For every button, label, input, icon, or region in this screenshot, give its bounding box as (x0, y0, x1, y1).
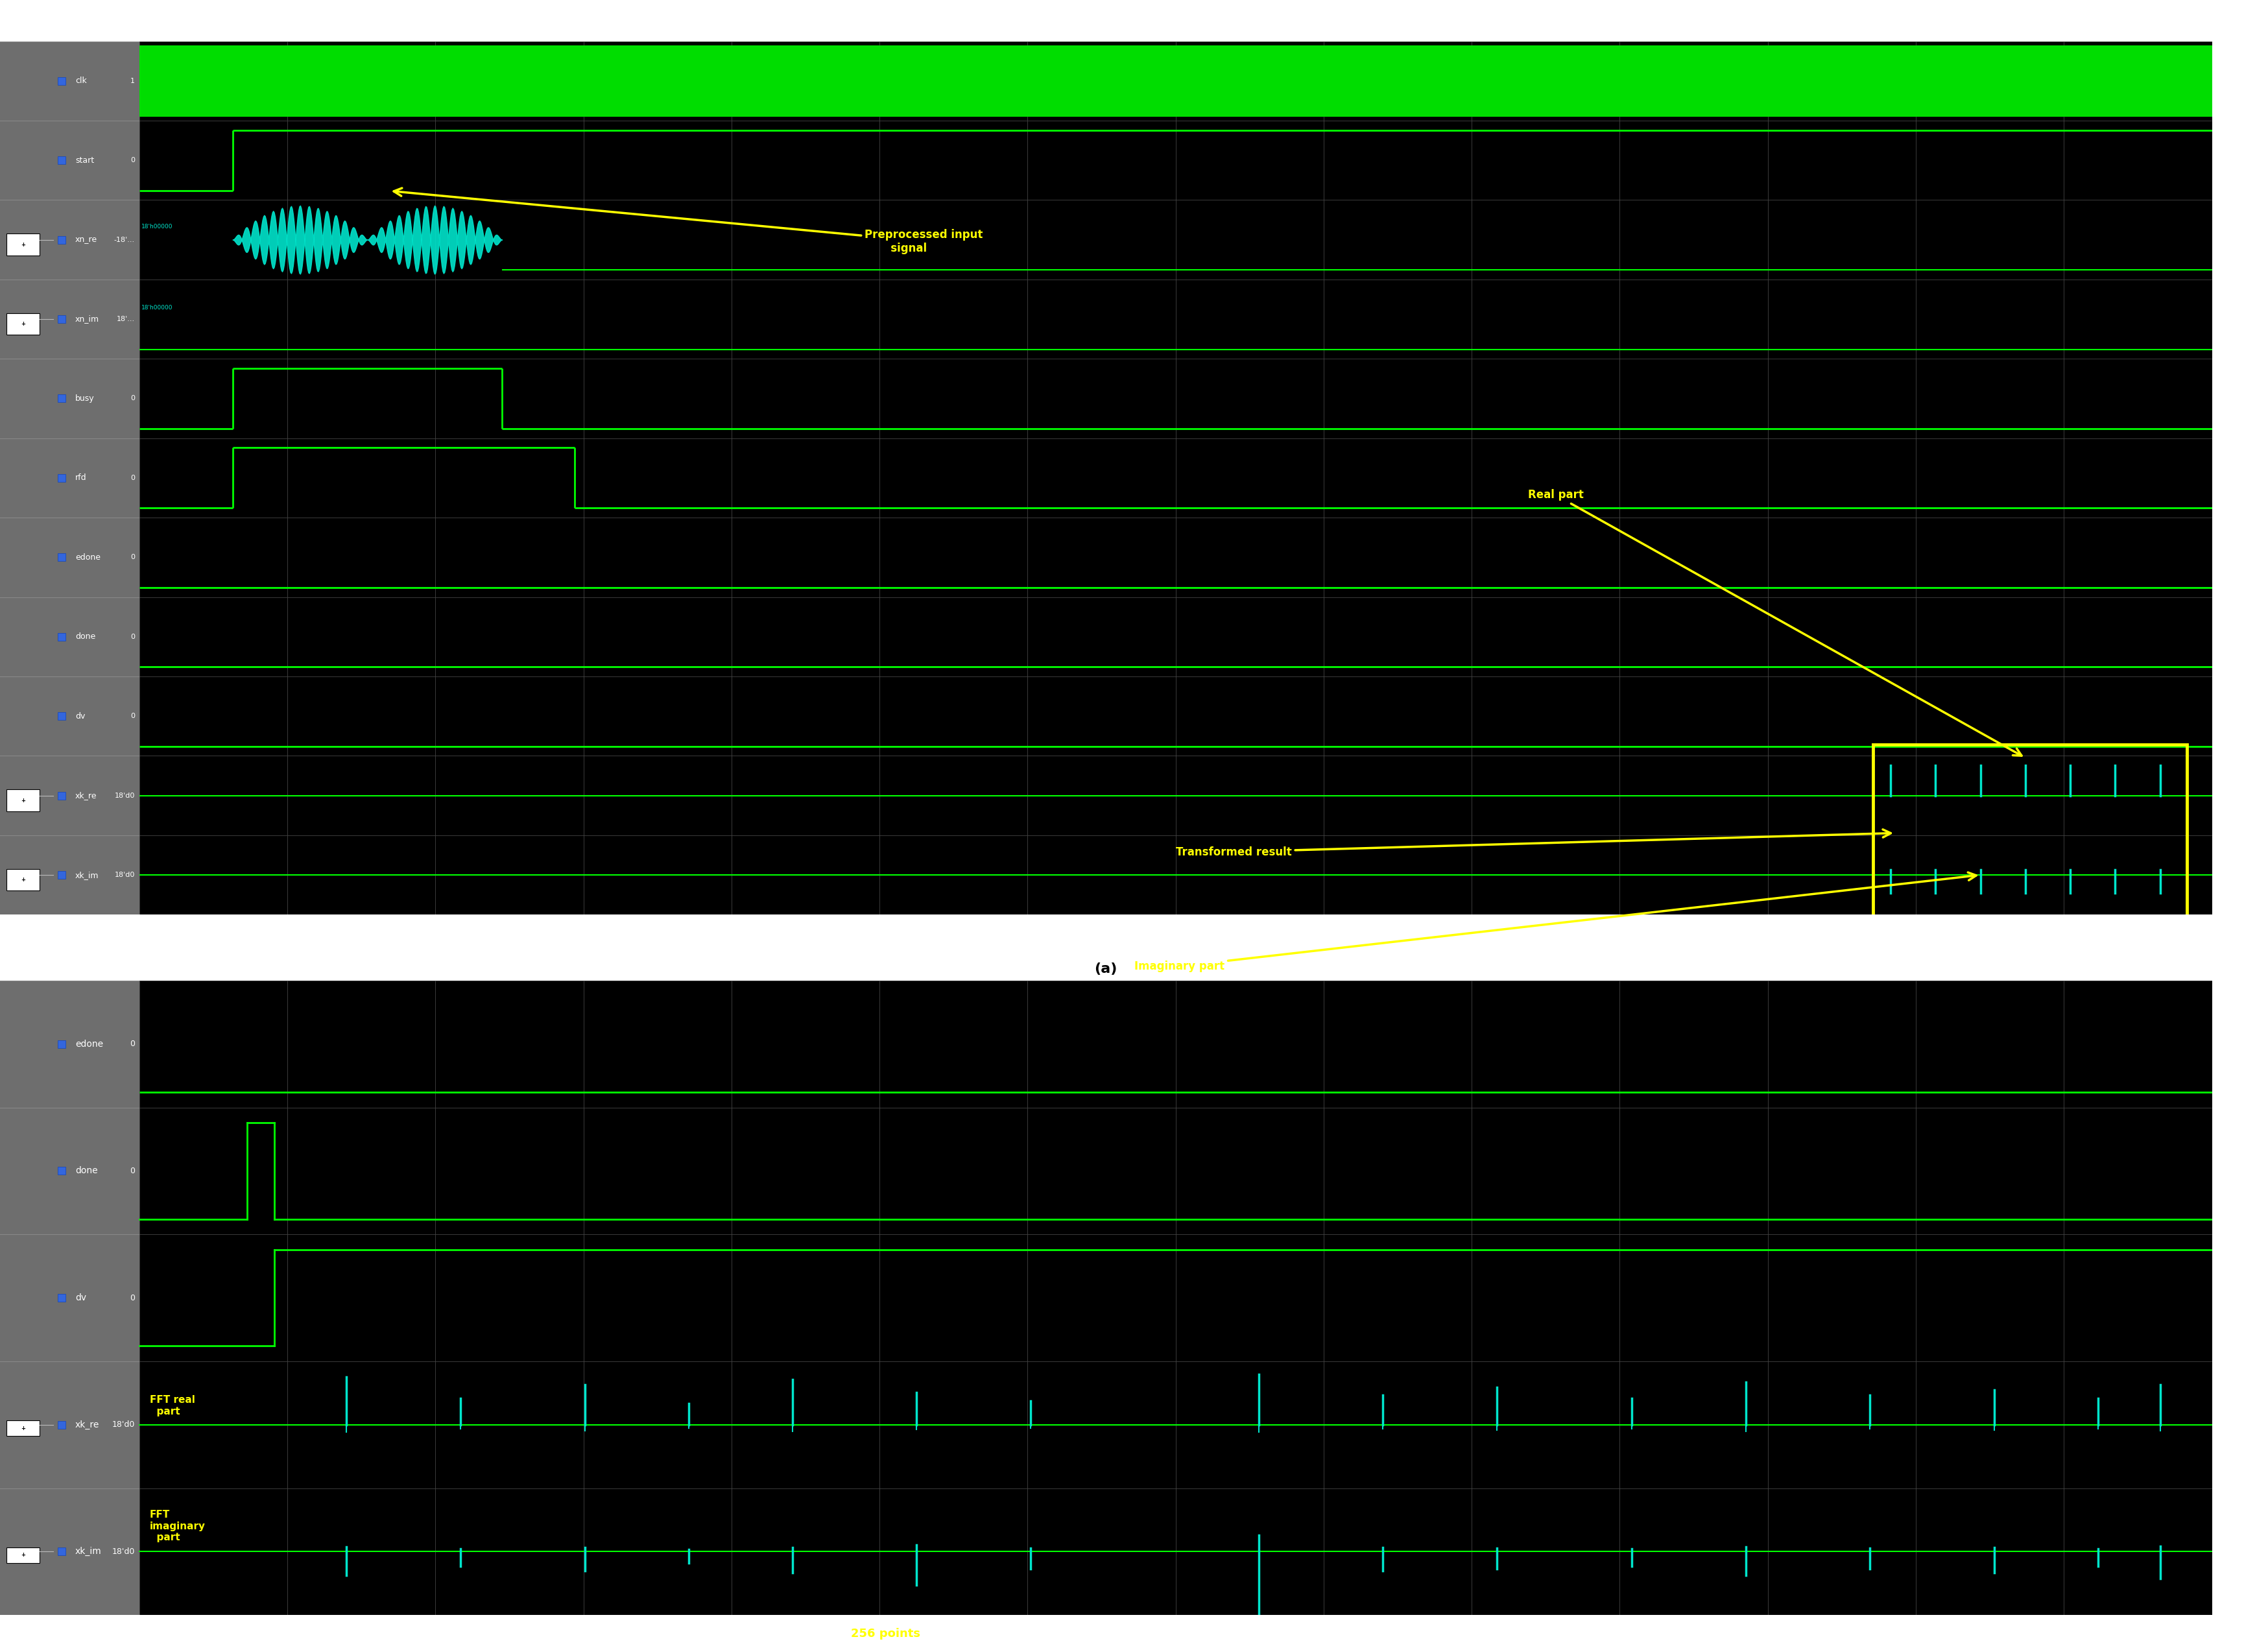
Bar (7, 868, 41, 890)
Bar (7, 789, 41, 811)
Bar (7, 313, 41, 335)
Text: edone: edone (75, 554, 100, 562)
Text: Preprocessed input
       signal: Preprocessed input signal (395, 188, 982, 254)
Text: dv: dv (75, 712, 86, 720)
Text: 0: 0 (129, 633, 134, 639)
Text: FFT real
  part: FFT real part (150, 1396, 195, 1416)
Text: 0: 0 (129, 1167, 134, 1175)
Text: dv: dv (75, 1294, 86, 1302)
Text: xn_im: xn_im (75, 315, 100, 323)
Bar (1873, 745, 2186, 921)
Text: +: + (20, 321, 25, 326)
Text: 0: 0 (129, 475, 134, 481)
Text: 18'...: 18'... (116, 316, 134, 323)
Text: xk_im: xk_im (75, 1547, 102, 1556)
Text: 0: 0 (129, 1294, 134, 1302)
Bar (7, 1421, 41, 1435)
Text: 18'd0: 18'd0 (116, 793, 134, 799)
Text: xk_im: xk_im (75, 870, 100, 878)
Text: done: done (75, 1167, 98, 1175)
Text: 256 points: 256 points (850, 1628, 921, 1640)
Text: xn_re: xn_re (75, 236, 98, 244)
Bar (7, 1547, 41, 1562)
Text: FFT
imaginary
  part: FFT imaginary part (150, 1510, 206, 1543)
Text: 18'd0: 18'd0 (111, 1421, 134, 1429)
Text: 0: 0 (129, 157, 134, 163)
Text: 18'd0: 18'd0 (116, 872, 134, 878)
Text: Real part: Real part (1529, 489, 2021, 756)
Text: 18'h00000: 18'h00000 (141, 224, 172, 229)
Text: clk: clk (75, 77, 86, 86)
Text: xk_re: xk_re (75, 791, 98, 799)
Text: (a): (a) (1093, 962, 1118, 976)
Text: Imaginary part: Imaginary part (1134, 872, 1975, 972)
Text: xk_re: xk_re (75, 1421, 100, 1429)
Text: done: done (75, 633, 95, 641)
Text: -18'...: -18'... (113, 236, 134, 242)
Text: +: + (20, 1426, 25, 1430)
Bar (7, 234, 41, 255)
Text: start: start (75, 157, 93, 165)
Text: +: + (20, 798, 25, 803)
Text: rfd: rfd (75, 473, 86, 483)
Text: 18'd0: 18'd0 (111, 1547, 134, 1556)
Text: Transformed result: Transformed result (1175, 829, 1889, 857)
Text: 18'h00000: 18'h00000 (141, 305, 172, 310)
Bar (0, 981, 138, 1615)
Text: 0: 0 (129, 714, 134, 720)
Bar (138, 44, 2211, 117)
Text: busy: busy (75, 394, 95, 402)
Bar (0, 41, 138, 915)
Text: +: + (20, 1552, 25, 1557)
Text: 0: 0 (129, 396, 134, 402)
Text: edone: edone (75, 1040, 102, 1048)
Text: +: + (20, 242, 25, 247)
Text: +: + (20, 877, 25, 883)
Text: 0: 0 (129, 1040, 134, 1048)
Text: 1: 1 (129, 77, 134, 84)
Text: 0: 0 (129, 554, 134, 560)
